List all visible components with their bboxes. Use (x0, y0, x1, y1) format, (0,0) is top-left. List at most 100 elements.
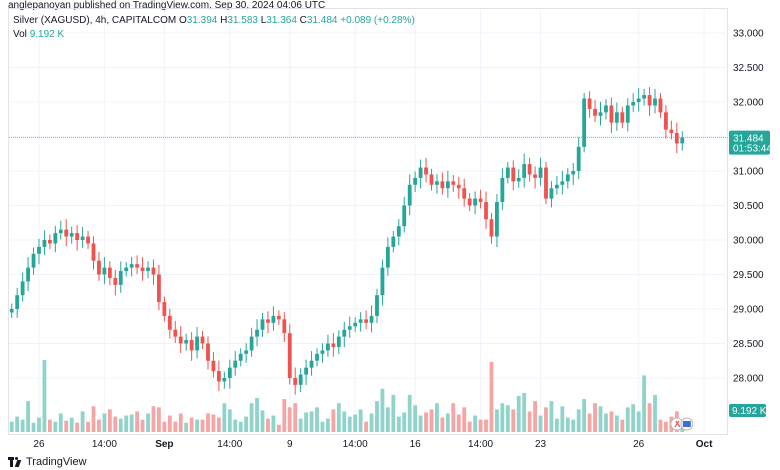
candle-body (467, 198, 472, 206)
candle-body (625, 105, 630, 123)
y-tick-label: 30.000 (733, 236, 764, 247)
high-value: 31.583 (227, 15, 258, 26)
candle-body (167, 315, 172, 330)
candle-body (353, 322, 358, 327)
volume-bar (533, 401, 537, 432)
volume-bar (227, 409, 232, 432)
candle-body (260, 319, 265, 330)
volume-bar (9, 421, 14, 432)
close-value: 31.484 (306, 15, 338, 26)
candle-body (489, 219, 494, 237)
volume-legend: Vol 9.192 K (13, 29, 64, 40)
x-tick-label: 14:00 (217, 439, 242, 450)
volume-bar (107, 409, 112, 432)
high-label: H (220, 15, 228, 26)
candle-body (75, 233, 80, 240)
candle-body (593, 108, 597, 116)
candle-body (53, 233, 58, 244)
event-glyph (674, 420, 681, 428)
candle-body (604, 105, 608, 113)
candle-body (80, 236, 85, 240)
open-label: O (178, 15, 187, 26)
volume-bar (206, 413, 210, 432)
candle-body (315, 353, 319, 361)
volume-bar (135, 411, 140, 432)
volume-bar (47, 419, 52, 432)
volume-badge (729, 404, 766, 417)
candle-body (495, 202, 499, 237)
volume-bar (113, 416, 118, 432)
volume-bar (331, 409, 336, 432)
candle-body (538, 167, 543, 178)
volume-bar (435, 403, 439, 432)
volume-bar (124, 415, 129, 432)
candle-body (58, 229, 63, 234)
volume-bar (97, 419, 101, 432)
volume-bar (195, 419, 199, 432)
candle-body (636, 98, 641, 102)
candle-body (91, 243, 96, 261)
candle-body (358, 319, 363, 323)
candle-body (560, 181, 565, 185)
candle-body (402, 205, 407, 227)
volume-bar (282, 399, 287, 432)
candle-body (587, 98, 592, 109)
volume-bar (658, 419, 663, 432)
candle-body (407, 184, 412, 206)
volume-bar (527, 411, 532, 432)
volume-bar (424, 412, 428, 432)
volume-bar (478, 419, 483, 432)
volume-bar (380, 388, 385, 432)
y-tick-label: 33.000 (733, 29, 764, 40)
candle-body (413, 177, 418, 185)
candle-body (478, 198, 483, 203)
y-tick-label: 29.500 (733, 270, 764, 281)
candle-body (396, 226, 401, 237)
volume-bar (544, 407, 548, 432)
x-tick-label: 26 (33, 439, 45, 450)
x-tick-label: 26 (633, 439, 645, 450)
x-tick-label: Sep (155, 439, 173, 450)
tradingview-logo[interactable]: TradingView (8, 456, 87, 468)
candle-body (664, 112, 668, 130)
symbol-label[interactable]: Silver (XAGUSD), 4h, CAPITALCOM (13, 15, 177, 26)
candle-body (484, 202, 488, 220)
volume-value: 9.192 K (29, 29, 65, 40)
chart-area[interactable] (8, 8, 728, 435)
candle-body (424, 167, 428, 175)
candle-body (47, 240, 52, 244)
volume-bar (511, 409, 516, 432)
volume-bar (342, 411, 347, 432)
candle-body (293, 378, 298, 385)
volume-bar (391, 394, 396, 432)
low-label: L (260, 15, 267, 26)
candle-body (391, 236, 396, 247)
volume-bar (151, 406, 156, 432)
open-value: 31.394 (186, 15, 218, 26)
volume-badge-value: 9.192 K (732, 406, 767, 417)
volume-bar (522, 392, 527, 432)
volume-bar (64, 420, 69, 432)
candle-body (435, 181, 439, 185)
candle-body (31, 253, 36, 268)
candle-body (37, 246, 41, 254)
volume-bar (451, 403, 456, 432)
volume-bar (222, 403, 227, 432)
x-tick-label: 14:00 (92, 439, 117, 450)
x-tick-label: 9 (287, 439, 293, 450)
candle-body (331, 343, 336, 347)
candle-body (276, 315, 281, 320)
volume-bar (91, 406, 96, 432)
volume-bar (647, 403, 652, 432)
candle-body (647, 95, 652, 106)
candle-body (233, 360, 238, 368)
candle-body (64, 229, 69, 237)
volume-bar (582, 399, 587, 432)
volume-bar (505, 405, 510, 432)
y-tick-label: 28.000 (733, 374, 764, 385)
volume-bar (385, 407, 390, 432)
volume-bar (364, 421, 368, 432)
candle-body (107, 267, 112, 278)
candle-body (527, 164, 532, 175)
